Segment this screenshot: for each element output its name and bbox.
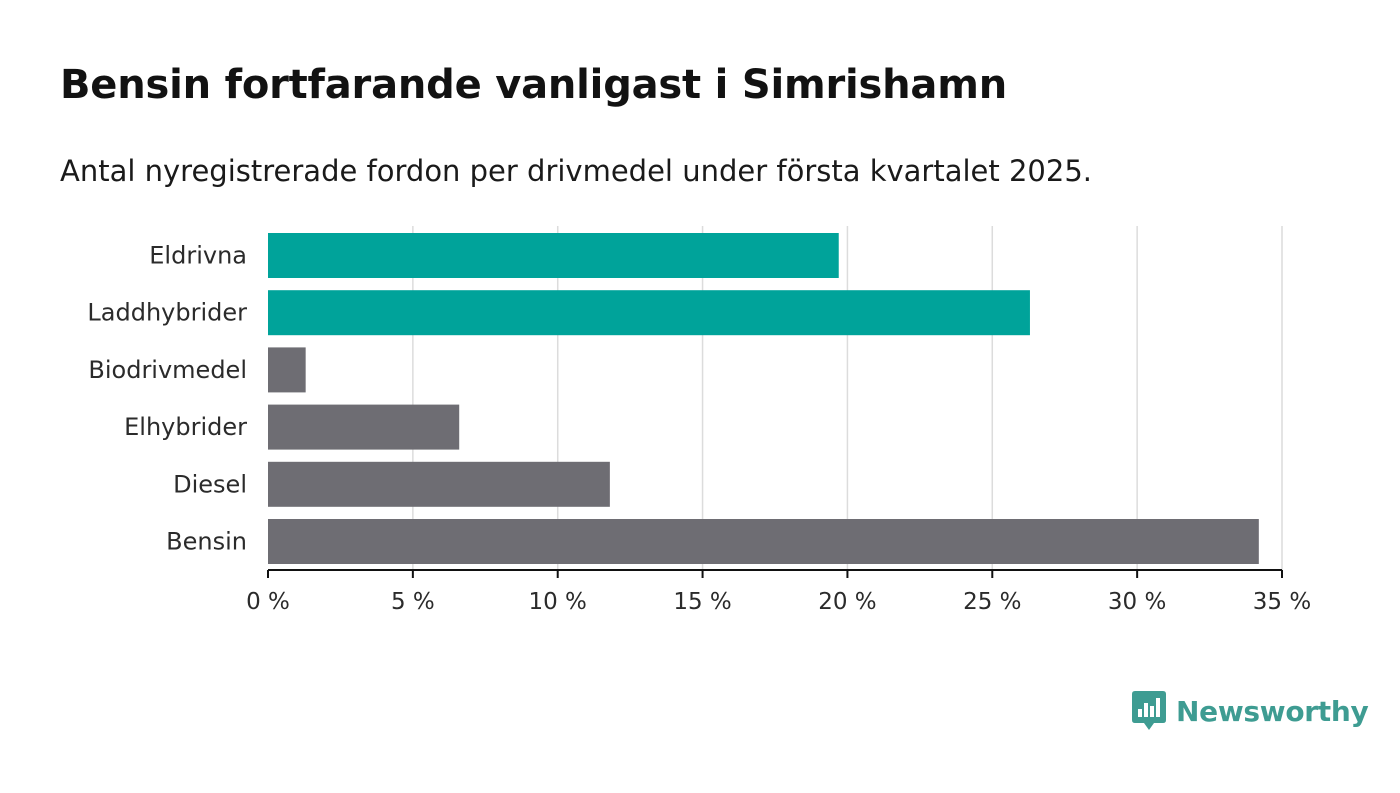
tick-label: 0 %: [246, 589, 290, 615]
brand-name: Newsworthy: [1176, 694, 1369, 728]
bars: [268, 233, 1259, 564]
gridlines: [412, 226, 1283, 570]
x-axis: 0 % 5 % 10 % 15 % 20 % 25 % 30 % 35 %: [246, 569, 1311, 615]
category-labels: Eldrivna Laddhybrider Biodrivmedel Elhybrid…: [87, 242, 247, 556]
tick-label: 35 %: [1253, 589, 1311, 615]
category-label: Laddhybrider: [87, 299, 247, 327]
bar: [268, 404, 460, 450]
tick-label: 15 %: [673, 589, 731, 615]
bar: [268, 233, 839, 278]
category-label: Diesel: [173, 470, 247, 498]
bar: [268, 347, 306, 393]
bar: [268, 461, 610, 507]
bar: [268, 519, 1259, 564]
tick-label: 20 %: [818, 589, 876, 615]
chart-title: Bensin fortfarande vanligast i Simrisham…: [60, 62, 1007, 108]
chart-subtitle: Antal nyregistrerade fordon per drivmede…: [60, 154, 1093, 188]
category-label: Elhybrider: [124, 413, 247, 441]
category-label: Eldrivna: [149, 242, 247, 270]
newsworthy-logo: Newsworthy: [1132, 691, 1369, 731]
bar-chart-speech-bubble-icon: [1132, 691, 1166, 730]
category-label: Biodrivmedel: [88, 356, 247, 384]
bar: [268, 290, 1030, 336]
tick-label: 30 %: [1108, 589, 1166, 615]
tick-label: 5 %: [391, 589, 435, 615]
category-label: Bensin: [166, 528, 247, 556]
tick-label: 10 %: [528, 589, 586, 615]
tick-label: 25 %: [963, 589, 1021, 615]
